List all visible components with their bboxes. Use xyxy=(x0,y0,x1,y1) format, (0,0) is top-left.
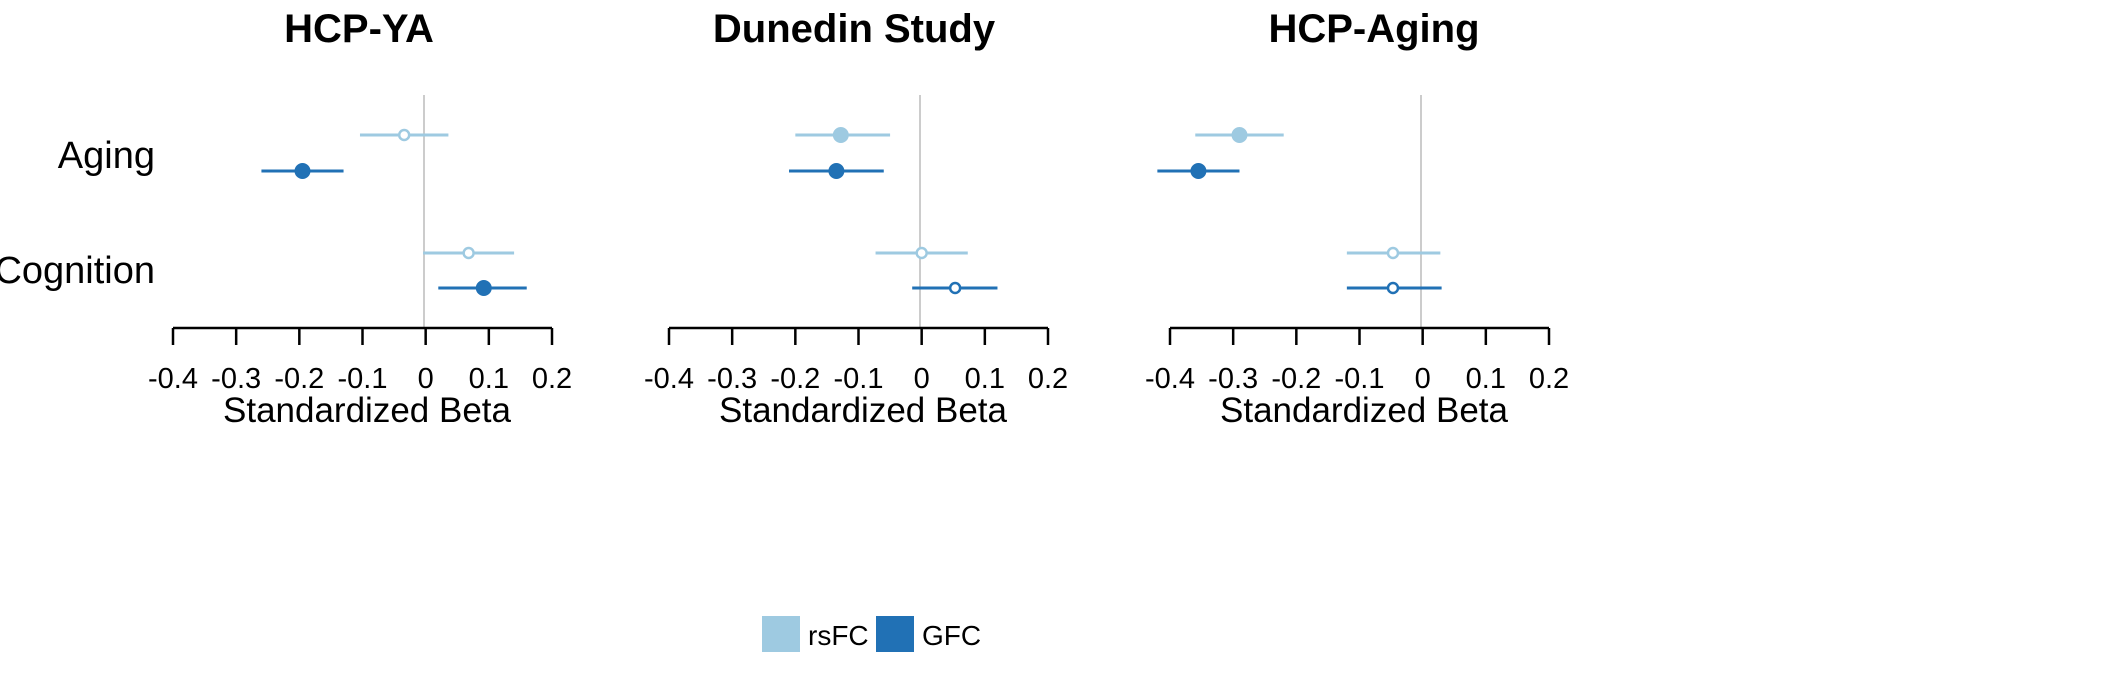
legend-label-rsfc: rsFC xyxy=(808,620,869,651)
rsfc-cognition-point xyxy=(1386,246,1400,260)
x-axis-ticks: -0.4 -0.3 -0.2 -0.1 0 0.1 0.2 xyxy=(1145,328,1569,395)
legend: rsFC GFC xyxy=(762,616,981,652)
x-axis-title: Standardized Beta xyxy=(1220,391,1509,430)
panel-dunedin-study: Dunedin Study -0.4 -0.3 -0.2 -0.1 0 0.1 0.2 St… xyxy=(644,7,1068,430)
rsfc-aging-point xyxy=(832,127,849,143)
x-tick-label: -0.1 xyxy=(834,363,884,395)
rsfc-aging-point xyxy=(1231,127,1248,143)
x-tick-label: 0.2 xyxy=(532,363,572,395)
x-tick-label: -0.2 xyxy=(1271,363,1321,395)
panel-title: HCP-Aging xyxy=(1268,7,1479,51)
panel-hcp-aging: HCP-Aging -0.4 -0.3 -0.2 -0.1 0 0.1 0.2 Standa… xyxy=(1145,7,1569,430)
legend-swatch-gfc xyxy=(876,616,914,652)
marks-group xyxy=(261,128,527,296)
panel-title: Dunedin Study xyxy=(713,7,996,51)
legend-label-gfc: GFC xyxy=(922,620,981,651)
x-tick-label: -0.4 xyxy=(644,363,694,395)
gfc-aging-point xyxy=(294,163,311,179)
x-tick-label: -0.2 xyxy=(770,363,820,395)
x-tick-label: -0.3 xyxy=(1208,363,1258,395)
rsfc-aging-point xyxy=(397,128,411,142)
x-axis-title: Standardized Beta xyxy=(719,391,1008,430)
row-label-aging: Aging xyxy=(58,135,155,177)
gfc-cognition-point xyxy=(948,281,962,295)
gfc-aging-point xyxy=(1190,163,1207,179)
x-tick-label: -0.3 xyxy=(211,363,261,395)
x-tick-label: -0.1 xyxy=(338,363,388,395)
legend-swatch-rsfc xyxy=(762,616,800,652)
x-tick-label: 0.2 xyxy=(1529,363,1569,395)
x-tick-label: -0.4 xyxy=(1145,363,1195,395)
x-tick-label: -0.1 xyxy=(1335,363,1385,395)
row-label-cognition: Cognition xyxy=(0,250,155,292)
x-tick-label: 0 xyxy=(1415,363,1431,395)
x-tick-label: 0.1 xyxy=(965,363,1005,395)
x-axis-title: Standardized Beta xyxy=(223,391,512,430)
x-tick-label: -0.2 xyxy=(274,363,324,395)
x-tick-label: 0.1 xyxy=(1466,363,1506,395)
marks-group xyxy=(1157,127,1442,295)
gfc-cognition-point xyxy=(1386,281,1400,295)
x-tick-label: 0.1 xyxy=(469,363,509,395)
rsfc-cognition-point xyxy=(462,246,475,260)
x-tick-label: 0 xyxy=(418,363,434,395)
panel-hcp-ya: HCP-YA -0.4 -0.3 -0.2 -0.1 0 0.1 0.2 Standardi… xyxy=(148,7,572,430)
rsfc-cognition-point xyxy=(915,246,928,260)
x-tick-label: 0.2 xyxy=(1028,363,1068,395)
x-tick-label: -0.4 xyxy=(148,363,198,395)
gfc-cognition-point xyxy=(475,280,492,296)
x-axis-ticks: -0.4 -0.3 -0.2 -0.1 0 0.1 0.2 xyxy=(644,328,1068,395)
gfc-aging-point xyxy=(828,163,845,179)
panel-title: HCP-YA xyxy=(284,7,434,51)
x-tick-label: 0 xyxy=(914,363,930,395)
marks-group xyxy=(789,127,998,295)
x-tick-label: -0.3 xyxy=(707,363,757,395)
x-axis-ticks: -0.4 -0.3 -0.2 -0.1 0 0.1 0.2 xyxy=(148,328,572,395)
